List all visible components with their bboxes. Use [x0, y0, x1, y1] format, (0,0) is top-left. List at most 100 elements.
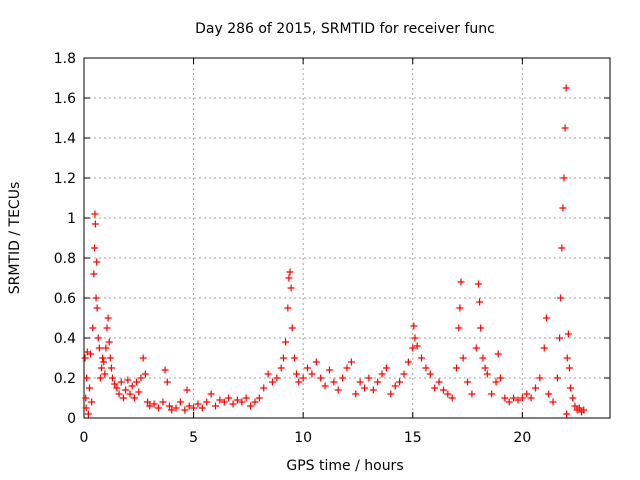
- x-tick-label: 0: [80, 430, 89, 446]
- data-point: [565, 364, 573, 372]
- data-point: [569, 394, 577, 402]
- data-point: [411, 334, 419, 342]
- data-point: [444, 390, 452, 398]
- data-point: [85, 384, 93, 392]
- data-point: [203, 398, 211, 406]
- data-point: [150, 400, 158, 408]
- data-point: [290, 354, 298, 362]
- data-point: [488, 390, 496, 398]
- data-point: [523, 390, 531, 398]
- data-point: [556, 334, 564, 342]
- data-point: [260, 384, 268, 392]
- y-tick-label: 1.8: [54, 51, 76, 67]
- data-point: [293, 370, 301, 378]
- data-point: [91, 220, 99, 228]
- data-point: [101, 370, 109, 378]
- data-point: [410, 322, 418, 330]
- data-point: [273, 374, 281, 382]
- data-point: [146, 402, 154, 410]
- data-point: [103, 324, 111, 332]
- data-point: [563, 410, 571, 418]
- data-point: [141, 370, 149, 378]
- x-axis-label: GPS time / hours: [286, 458, 403, 474]
- data-point: [284, 304, 292, 312]
- data-point: [115, 390, 123, 398]
- data-point: [95, 344, 103, 352]
- data-point: [426, 370, 434, 378]
- data-point: [542, 314, 550, 322]
- data-point: [247, 402, 255, 410]
- data-point: [476, 298, 484, 306]
- data-point: [545, 390, 553, 398]
- data-point: [308, 370, 316, 378]
- data-point: [93, 258, 101, 266]
- data-point: [560, 174, 568, 182]
- data-point: [90, 270, 98, 278]
- data-point: [82, 394, 90, 402]
- data-point: [105, 338, 113, 346]
- data-point: [207, 390, 215, 398]
- tick-layer: 0 0.2 0.4 0.6 0.8 1 1.2 1.4 1.6 1.8 0 5 10 15 20: [54, 51, 610, 446]
- data-point: [299, 374, 307, 382]
- data-point: [456, 304, 464, 312]
- data-point: [83, 374, 91, 382]
- data-point: [295, 378, 303, 386]
- data-point: [343, 364, 351, 372]
- data-point: [84, 410, 92, 418]
- data-point: [233, 396, 241, 404]
- y-tick-label: 0.2: [54, 371, 76, 387]
- data-point: [409, 344, 417, 352]
- data-point: [563, 354, 571, 362]
- data-point: [536, 374, 544, 382]
- data-point: [88, 398, 96, 406]
- data-point: [510, 394, 518, 402]
- data-point: [369, 386, 377, 394]
- y-tick-label: 1.2: [54, 171, 76, 187]
- data-point: [325, 366, 333, 374]
- data-point: [100, 358, 108, 366]
- data-point: [475, 280, 482, 288]
- data-point: [531, 384, 539, 392]
- data-point: [155, 404, 163, 412]
- data-point: [165, 402, 173, 410]
- data-point: [93, 304, 101, 312]
- y-tick-label: 0.4: [54, 331, 76, 347]
- data-point: [347, 358, 355, 366]
- y-tick-label: 1.4: [54, 131, 76, 147]
- data-point: [183, 386, 191, 394]
- y-tick-label: 0.8: [54, 251, 76, 267]
- data-point: [481, 364, 489, 372]
- data-point: [282, 338, 290, 346]
- data-point: [212, 402, 219, 410]
- data-point: [580, 406, 588, 414]
- x-tick-label: 10: [294, 430, 312, 446]
- data-point: [540, 344, 548, 352]
- data-point: [561, 124, 569, 132]
- y-tick-label: 0: [67, 411, 76, 427]
- data-point: [216, 396, 224, 404]
- data-point: [287, 284, 295, 292]
- y-tick-label: 1: [67, 211, 76, 227]
- data-point: [87, 350, 95, 358]
- data-point: [91, 210, 99, 218]
- data-point: [564, 330, 572, 338]
- data-point: [457, 278, 465, 286]
- data-point: [94, 334, 102, 342]
- data-point: [396, 378, 404, 386]
- data-point: [107, 364, 115, 372]
- data-point: [352, 390, 360, 398]
- data-point: [137, 374, 145, 382]
- data-point: [553, 374, 561, 382]
- data-point: [130, 394, 138, 402]
- data-point: [251, 398, 259, 406]
- data-point: [562, 84, 570, 92]
- data-point: [128, 382, 136, 390]
- data-point: [435, 378, 443, 386]
- data-point: [330, 378, 338, 386]
- data-point: [161, 366, 169, 374]
- x-tick-label: 5: [189, 430, 198, 446]
- data-point: [557, 294, 565, 302]
- x-tick-label: 15: [404, 430, 422, 446]
- chart-title: Day 286 of 2015, SRMTID for receiver fun…: [195, 21, 495, 37]
